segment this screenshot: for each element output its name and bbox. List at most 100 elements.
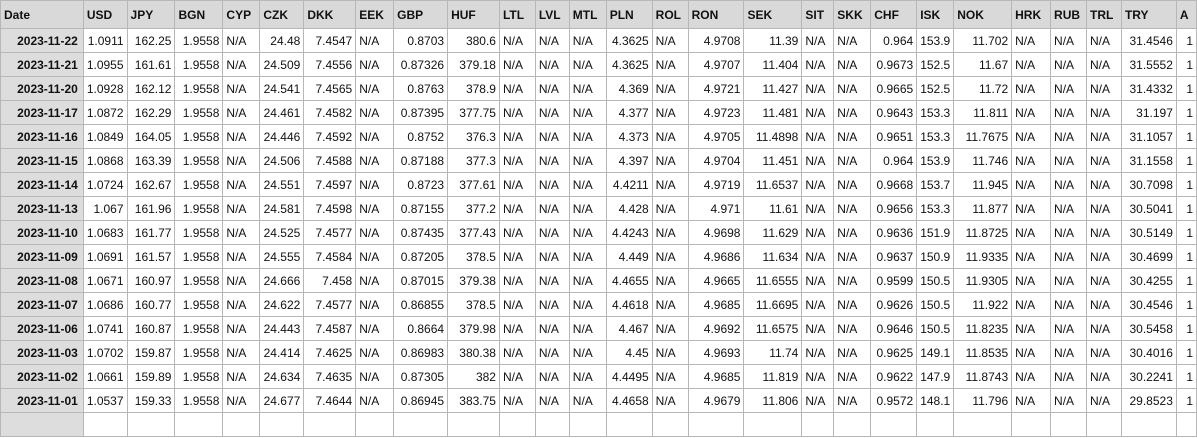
rate-cell[interactable]: 4.4243 [605,220,653,245]
rate-cell[interactable]: N/A [534,52,570,77]
rate-cell[interactable]: N/A [801,172,835,197]
row-date-cell[interactable]: 2023-11-01 [0,388,84,413]
row-date-cell[interactable]: 2023-11-02 [0,364,84,389]
rate-cell[interactable]: 162.12 [126,76,176,101]
rate-cell[interactable] [498,412,536,437]
rate-cell[interactable]: N/A [534,124,570,149]
rate-cell[interactable]: 4.428 [605,196,653,221]
rate-cell[interactable]: 1.9558 [174,364,224,389]
rate-cell[interactable]: 30.4016 [1120,340,1177,365]
row-date-cell[interactable]: 2023-11-07 [0,292,84,317]
rate-cell[interactable]: 0.9625 [870,340,918,365]
rate-cell[interactable]: 30.5041 [1120,196,1177,221]
rate-cell[interactable]: N/A [222,148,261,173]
rate-cell[interactable]: 0.87155 [393,196,449,221]
rate-cell[interactable] [1011,412,1052,437]
rate-cell[interactable]: 4.9679 [687,388,745,413]
rate-cell[interactable]: N/A [833,124,872,149]
rate-cell[interactable]: 1.0868 [82,148,128,173]
rate-cell[interactable]: N/A [568,52,607,77]
rate-cell[interactable]: N/A [1011,388,1052,413]
rate-cell[interactable]: 378.9 [447,76,500,101]
rate-cell[interactable]: 1.9558 [174,388,224,413]
rate-cell[interactable]: 0.87015 [393,268,449,293]
rate-cell[interactable] [355,412,395,437]
rate-cell[interactable]: 1 [1175,100,1197,125]
rate-cell[interactable]: 4.9665 [687,268,745,293]
rate-cell[interactable]: N/A [1050,316,1087,341]
rate-cell[interactable]: 7.4588 [303,148,357,173]
rate-cell[interactable]: 153.9 [916,148,955,173]
rate-cell[interactable]: N/A [1050,340,1087,365]
rate-cell[interactable] [870,412,918,437]
rate-cell[interactable]: 4.9723 [687,100,745,125]
rate-cell[interactable]: N/A [355,124,395,149]
rate-cell[interactable]: 7.4547 [303,28,357,53]
rate-cell[interactable]: 31.1558 [1120,148,1177,173]
column-header[interactable]: NOK [953,0,1013,29]
rate-cell[interactable]: 24.48 [259,28,305,53]
column-header[interactable]: CYP [222,0,261,29]
rate-cell[interactable]: N/A [568,148,607,173]
rate-cell[interactable]: 0.8723 [393,172,449,197]
rate-cell[interactable]: N/A [355,28,395,53]
rate-cell[interactable]: 4.377 [605,100,653,125]
rate-cell[interactable]: N/A [222,124,261,149]
rate-cell[interactable]: N/A [833,76,872,101]
rate-cell[interactable]: 24.443 [259,316,305,341]
rate-cell[interactable]: N/A [534,28,570,53]
rate-cell[interactable]: N/A [833,52,872,77]
row-date-cell[interactable]: 2023-11-14 [0,172,84,197]
rate-cell[interactable]: N/A [498,196,536,221]
rate-cell[interactable]: 160.77 [126,292,176,317]
rate-cell[interactable]: N/A [568,364,607,389]
rate-cell[interactable]: 1 [1175,28,1197,53]
rate-cell[interactable]: N/A [222,76,261,101]
rate-cell[interactable]: 0.9656 [870,196,918,221]
rate-cell[interactable]: 153.3 [916,124,955,149]
rate-cell[interactable]: N/A [355,364,395,389]
rate-cell[interactable]: N/A [222,268,261,293]
rate-cell[interactable]: 0.964 [870,148,918,173]
rate-cell[interactable]: N/A [222,316,261,341]
rate-cell[interactable]: N/A [568,76,607,101]
rate-cell[interactable]: 11.9335 [953,244,1013,269]
rate-cell[interactable]: 11.629 [743,220,803,245]
rate-cell[interactable]: 11.811 [953,100,1013,125]
row-date-cell[interactable]: 2023-11-17 [0,100,84,125]
rate-cell[interactable]: 4.9698 [687,220,745,245]
rate-cell[interactable]: N/A [1086,124,1122,149]
column-header[interactable]: CHF [870,0,918,29]
rate-cell[interactable]: N/A [1086,100,1122,125]
rate-cell[interactable]: 31.5552 [1120,52,1177,77]
rate-cell[interactable]: 24.506 [259,148,305,173]
column-header[interactable]: TRL [1086,0,1122,29]
rate-cell[interactable]: N/A [1086,148,1122,173]
rate-cell[interactable]: 149.1 [916,340,955,365]
rate-cell[interactable] [447,412,500,437]
rate-cell[interactable]: N/A [222,100,261,125]
rate-cell[interactable]: 4.9704 [687,148,745,173]
rate-cell[interactable]: 380.38 [447,340,500,365]
column-header[interactable]: RON [687,0,745,29]
rate-cell[interactable]: 0.8703 [393,28,449,53]
rate-cell[interactable]: N/A [498,148,536,173]
rate-cell[interactable]: N/A [801,316,835,341]
rate-cell[interactable]: N/A [498,220,536,245]
rate-cell[interactable]: 1 [1175,148,1197,173]
rate-cell[interactable]: 0.9668 [870,172,918,197]
rate-cell[interactable]: 24.666 [259,268,305,293]
rate-cell[interactable]: 148.1 [916,388,955,413]
rate-cell[interactable]: N/A [1011,340,1052,365]
rate-cell[interactable]: 0.964 [870,28,918,53]
rate-cell[interactable]: N/A [801,364,835,389]
rate-cell[interactable]: 0.87305 [393,364,449,389]
rate-cell[interactable]: N/A [534,316,570,341]
rate-cell[interactable] [82,412,128,437]
rate-cell[interactable]: 7.4556 [303,52,357,77]
rate-cell[interactable]: 147.9 [916,364,955,389]
rate-cell[interactable]: 30.2241 [1120,364,1177,389]
rate-cell[interactable]: N/A [355,340,395,365]
rate-cell[interactable]: N/A [833,148,872,173]
